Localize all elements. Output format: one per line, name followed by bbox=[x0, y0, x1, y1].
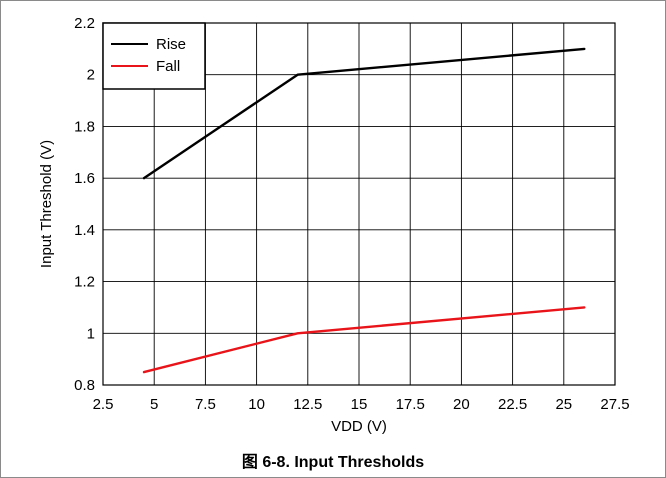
series-line-rise bbox=[142, 47, 586, 180]
x-tick-label-9: 25 bbox=[555, 396, 572, 413]
legend: Rise Fall bbox=[102, 22, 206, 90]
x-tick-label-6: 17.5 bbox=[396, 396, 425, 413]
x-tick-label-10: 27.5 bbox=[600, 396, 629, 413]
x-tick-labels: 2.5 5 7.5 10 12.5 15 17.5 20 22.5 25 27.5 bbox=[93, 396, 630, 413]
x-axis-label: VDD (V) bbox=[331, 418, 387, 435]
y-tick-label-6: 2 bbox=[87, 67, 95, 84]
y-tick-label-2: 1.2 bbox=[74, 274, 95, 291]
legend-label-rise: Rise bbox=[156, 36, 186, 53]
y-tick-label-3: 1.4 bbox=[74, 222, 95, 239]
y-tick-label-0: 0.8 bbox=[74, 377, 95, 394]
x-tick-label-2: 7.5 bbox=[195, 396, 216, 413]
x-tick-label-0: 2.5 bbox=[93, 396, 114, 413]
x-tick-label-1: 5 bbox=[150, 396, 158, 413]
y-axis-label: Input Threshold (V) bbox=[38, 140, 55, 268]
legend-box bbox=[102, 22, 206, 90]
y-tick-label-5: 1.8 bbox=[74, 118, 95, 135]
x-tick-label-4: 12.5 bbox=[293, 396, 322, 413]
input-threshold-chart: 2.5 5 7.5 10 12.5 15 17.5 20 22.5 25 27.5 0.8 1 1.2 1… bbox=[38, 15, 630, 435]
series-line-fall bbox=[142, 306, 586, 374]
figure-caption: 图 6-8. Input Thresholds bbox=[241, 454, 425, 471]
y-tick-labels: 0.8 1 1.2 1.4 1.6 1.8 2 2.2 bbox=[74, 15, 95, 394]
y-tick-label-1: 1 bbox=[87, 325, 95, 342]
x-tick-label-8: 22.5 bbox=[498, 396, 527, 413]
y-tick-label-7: 2.2 bbox=[74, 15, 95, 32]
x-tick-label-5: 15 bbox=[351, 396, 368, 413]
x-tick-label-7: 20 bbox=[453, 396, 470, 413]
x-tick-label-3: 10 bbox=[248, 396, 265, 413]
y-tick-label-4: 1.6 bbox=[74, 170, 95, 187]
series-layer bbox=[142, 47, 586, 374]
legend-label-fall: Fall bbox=[156, 58, 180, 75]
plot-frame bbox=[102, 22, 616, 386]
